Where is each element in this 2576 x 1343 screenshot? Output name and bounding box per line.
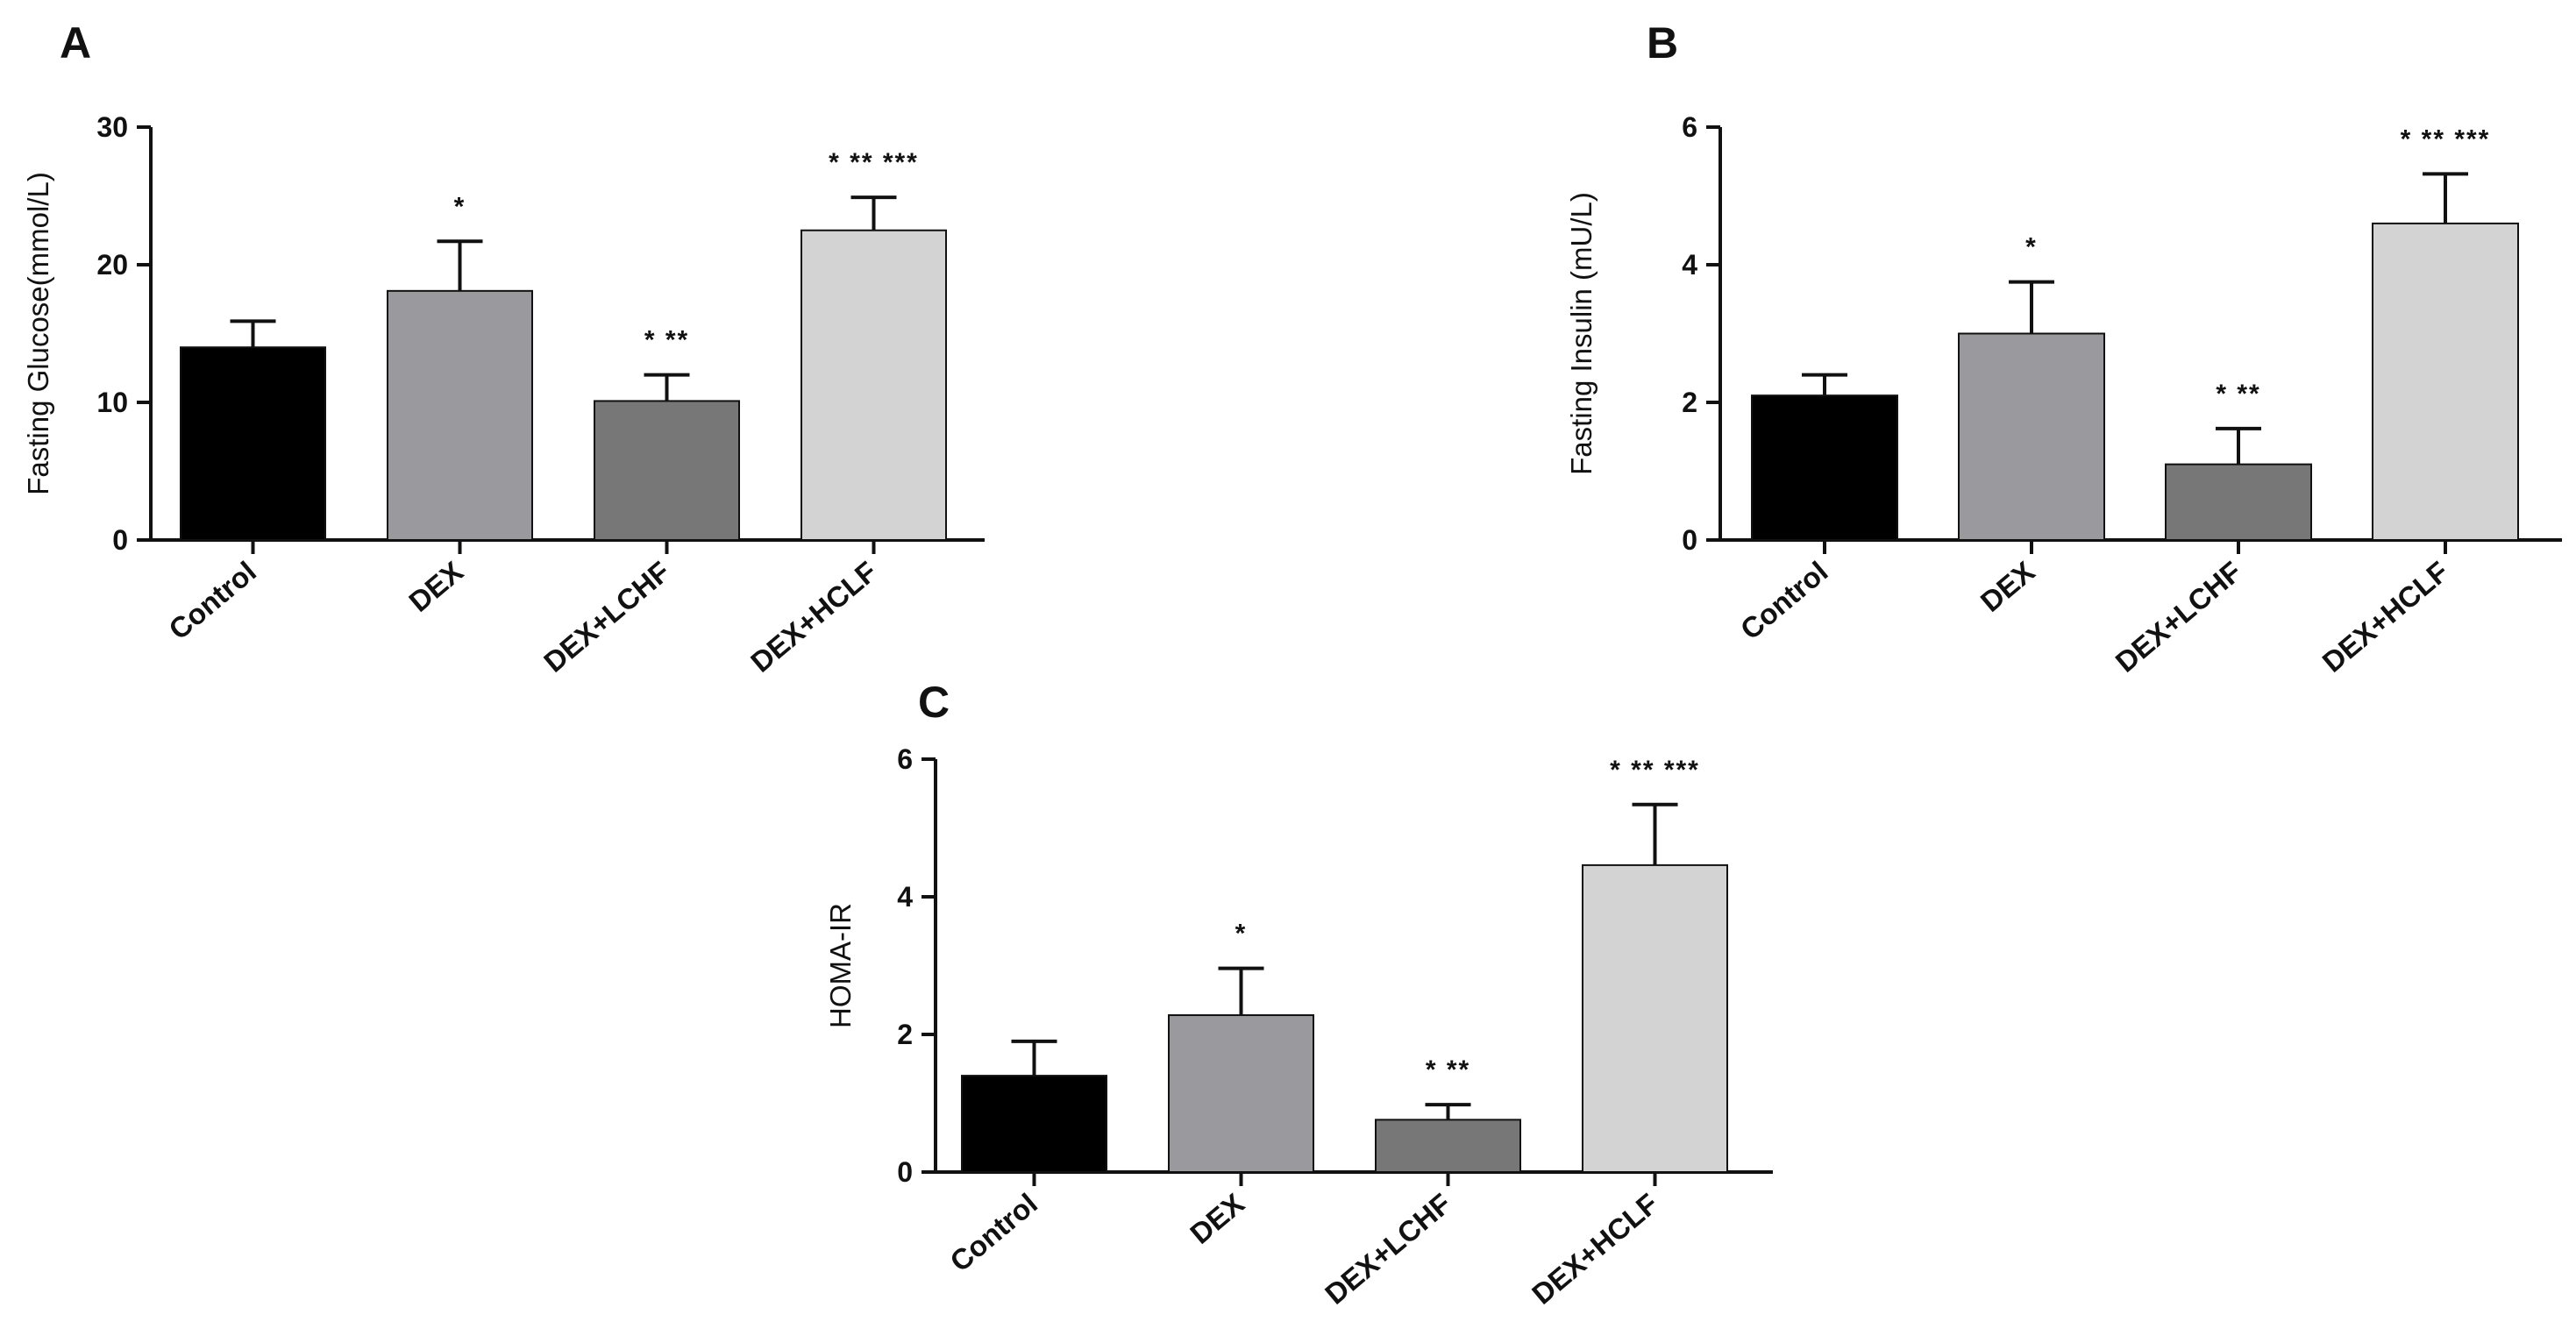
panel-letter: A [60, 18, 91, 68]
y-tick-label: 4 [1682, 249, 1697, 281]
panel-letter: B [1647, 18, 1678, 68]
significance-label: * [454, 192, 466, 221]
significance-label: * [2025, 233, 2038, 262]
bar-control [961, 1075, 1107, 1173]
y-tick-label: 0 [1682, 524, 1697, 556]
y-tick-label: 20 [96, 249, 128, 281]
bar-control [180, 346, 326, 542]
significance-label: * ** [644, 326, 689, 355]
y-tick-label: 2 [1682, 387, 1697, 418]
bar-dex-lchf [594, 400, 740, 541]
y-tick-label: 0 [112, 524, 128, 556]
significance-label: * ** [1426, 1055, 1470, 1084]
bar-dex-hclf [801, 229, 947, 541]
bar-control [1751, 394, 1898, 541]
y-axis-label: Fasting Glucose(mmol/L) [22, 172, 54, 495]
significance-label: * [1235, 920, 1248, 949]
panel-letter: C [918, 678, 950, 727]
y-tick-label: 6 [897, 743, 913, 775]
y-tick-label: 6 [1682, 111, 1697, 143]
y-tick-label: 0 [897, 1156, 913, 1188]
bar-dex [1958, 332, 2105, 541]
bar-dex-hclf [1582, 863, 1728, 1173]
bar-dex-lchf [2165, 463, 2312, 542]
significance-label: * ** [2216, 380, 2260, 409]
y-axis-label: Fasting Insulin (mU/L) [1565, 192, 1598, 475]
y-tick-label: 10 [96, 387, 128, 418]
bar-dex [387, 289, 533, 541]
y-tick-label: 2 [897, 1019, 913, 1050]
significance-label: * ** *** [2401, 124, 2491, 153]
bar-dex-lchf [1375, 1119, 1521, 1173]
y-tick-label: 30 [96, 111, 128, 143]
y-axis-label: HOMA-IR [824, 903, 857, 1028]
y-tick-label: 4 [897, 881, 913, 913]
bar-dex-hclf [2372, 222, 2519, 541]
bar-dex [1168, 1014, 1314, 1174]
significance-label: * ** *** [829, 148, 919, 177]
significance-label: * ** *** [1610, 756, 1700, 785]
